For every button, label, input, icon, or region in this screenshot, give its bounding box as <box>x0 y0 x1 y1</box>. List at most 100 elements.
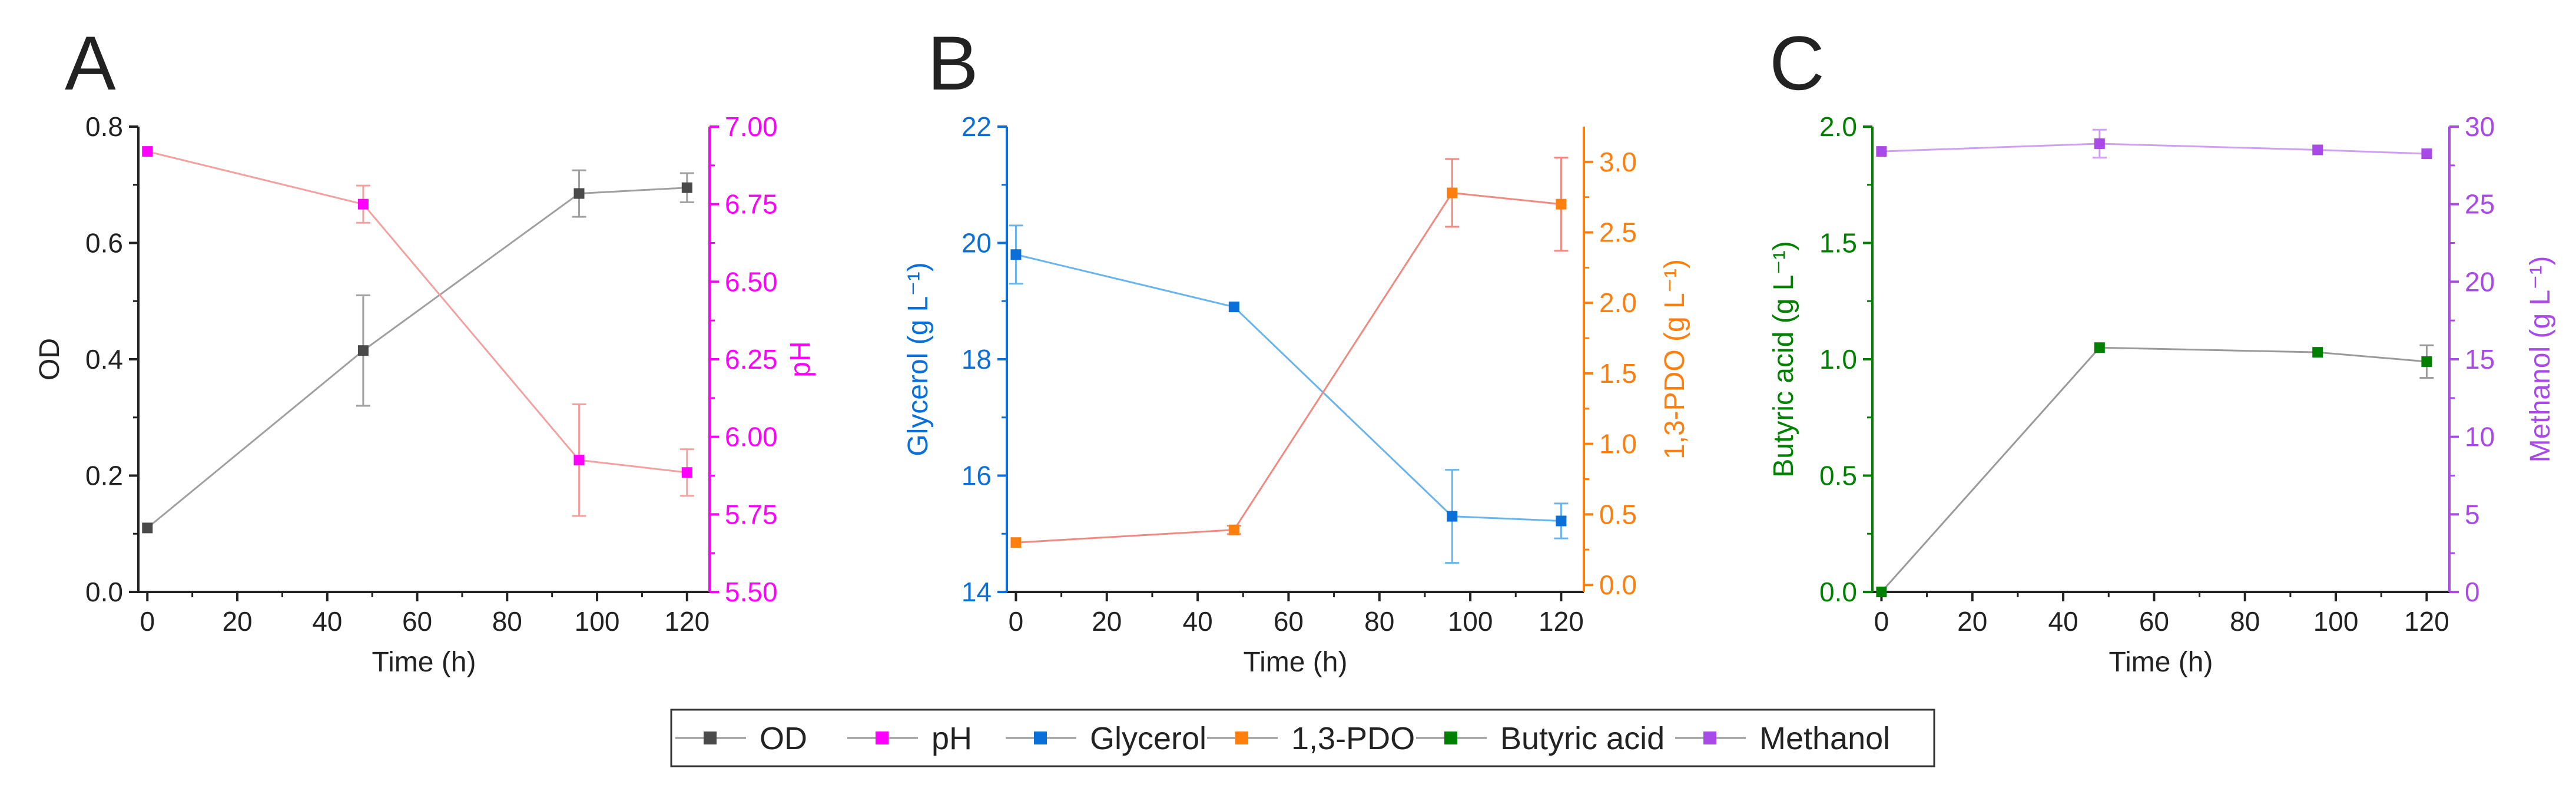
data-point <box>1447 511 1458 522</box>
data-point <box>1876 587 1887 597</box>
x-axis-title: Time (h) <box>372 647 476 678</box>
left-tick-label: 0.8 <box>85 111 123 142</box>
right-tick-label: 6.75 <box>725 189 778 220</box>
legend-label: 1,3-PDO <box>1291 721 1415 756</box>
x-tick-label: 20 <box>1957 606 1987 637</box>
x-tick-label: 60 <box>402 606 432 637</box>
right-tick-label: 1.0 <box>1599 429 1637 459</box>
x-tick-label: 80 <box>1364 606 1394 637</box>
series-butyric-acid <box>1876 342 2434 597</box>
data-point <box>142 522 153 534</box>
panel-b: B Time (h) Glycerol (g L⁻¹) 1,3-PDO (g L… <box>903 20 1690 678</box>
right-tick-label: 6.25 <box>725 344 778 375</box>
left-tick-label: 22 <box>962 111 992 142</box>
data-point <box>573 455 585 466</box>
left-axis-title: OD <box>34 338 65 380</box>
data-point <box>1228 302 1239 313</box>
left-tick-label: 14 <box>962 577 992 607</box>
series-line <box>1016 253 1561 522</box>
legend-item: Methanol <box>1675 721 1890 756</box>
x-tick-label: 60 <box>1274 606 1304 637</box>
x-tick-label: 120 <box>1539 606 1584 637</box>
legend-marker <box>876 732 888 744</box>
left-axis-title: Glycerol (g L⁻¹) <box>903 262 934 456</box>
right-tick-label: 7.00 <box>725 111 778 142</box>
panel-c: C Time (h) Butyric acid (g L⁻¹) Methanol… <box>1768 20 2556 678</box>
legend-label: Methanol <box>1759 721 1890 756</box>
series-ph <box>142 146 694 517</box>
x-tick-label: 40 <box>2048 606 2078 637</box>
series-glycerol <box>1009 224 1569 564</box>
legend-item: pH <box>847 721 972 756</box>
data-point <box>142 146 153 157</box>
series-1-3-pdo <box>1010 157 1569 548</box>
data-point <box>1010 249 1022 260</box>
x-tick-label: 60 <box>2139 606 2169 637</box>
right-tick-label: 2.0 <box>1599 287 1637 318</box>
panel-a: A Time (h) OD pH 0 20 40 60 80 100 120 0.0 0.2 0.… <box>34 20 816 678</box>
legend-item: Butyric acid <box>1416 721 1665 756</box>
data-point <box>2421 148 2432 160</box>
panel-label-b: B <box>927 20 979 106</box>
left-tick-label: 0.0 <box>85 577 123 607</box>
right-tick-label: 5.50 <box>725 577 778 607</box>
right-tick-label: 3.0 <box>1599 147 1637 177</box>
left-tick-label: 0.6 <box>85 228 123 259</box>
legend-label: Glycerol <box>1090 721 1206 756</box>
right-tick-label: 0.5 <box>1599 499 1637 529</box>
right-axis-title: Methanol (g L⁻¹) <box>2525 256 2556 463</box>
legend-marker <box>1235 732 1248 744</box>
left-tick-label: 20 <box>962 228 992 259</box>
x-tick-label: 40 <box>312 606 342 637</box>
left-tick-label: 0.2 <box>85 461 123 491</box>
right-tick-label: 6.50 <box>725 266 778 297</box>
left-tick-label: 18 <box>962 344 992 375</box>
legend-marker <box>1444 732 1457 744</box>
data-point <box>2094 138 2105 149</box>
legend-marker <box>704 732 717 744</box>
legend-item: OD <box>675 721 807 756</box>
x-tick-label: 40 <box>1183 606 1213 637</box>
data-point <box>573 188 585 199</box>
right-axis-title: pH <box>785 341 816 377</box>
left-tick-label: 16 <box>962 461 992 491</box>
x-tick-label: 100 <box>2313 606 2359 637</box>
right-tick-label: 20 <box>2465 266 2495 297</box>
data-point <box>681 467 692 478</box>
x-tick-label: 0 <box>140 606 155 637</box>
left-tick-label: 1.5 <box>1819 228 1857 259</box>
x-tick-label: 100 <box>1448 606 1493 637</box>
x-axis-title: Time (h) <box>1244 647 1348 678</box>
x-tick-label: 80 <box>2230 606 2260 637</box>
series-od <box>142 169 694 534</box>
right-tick-label: 30 <box>2465 111 2495 142</box>
left-tick-label: 1.0 <box>1819 344 1857 375</box>
left-tick-label: 0.5 <box>1819 461 1857 491</box>
data-point <box>2312 144 2323 155</box>
right-tick-label: 25 <box>2465 189 2495 220</box>
panel-label-c: C <box>1769 20 1825 106</box>
data-point <box>2094 342 2105 353</box>
data-point <box>357 198 369 210</box>
series-line <box>147 187 687 529</box>
right-tick-label: 2.5 <box>1599 217 1637 248</box>
right-axis-title: 1,3-PDO (g L⁻¹) <box>1659 259 1690 459</box>
left-tick-label: 0.0 <box>1819 577 1857 607</box>
right-tick-label: 0.0 <box>1599 570 1637 600</box>
data-point <box>1556 515 1567 527</box>
legend: OD pH Glycerol 1,3-PDO Butyric acid Methanol <box>670 709 1935 767</box>
x-tick-label: 80 <box>492 606 522 637</box>
x-tick-label: 120 <box>2404 606 2449 637</box>
data-point <box>1556 198 1567 210</box>
data-point <box>1010 537 1022 548</box>
right-tick-label: 5.75 <box>725 499 778 529</box>
legend-marker <box>1034 732 1047 744</box>
right-tick-label: 15 <box>2465 344 2495 375</box>
left-tick-label: 0.4 <box>85 344 123 375</box>
legend-item: Glycerol <box>1006 721 1206 756</box>
data-point <box>357 345 369 356</box>
data-point <box>2421 356 2432 367</box>
x-tick-label: 120 <box>664 606 710 637</box>
right-tick-label: 6.00 <box>725 422 778 452</box>
